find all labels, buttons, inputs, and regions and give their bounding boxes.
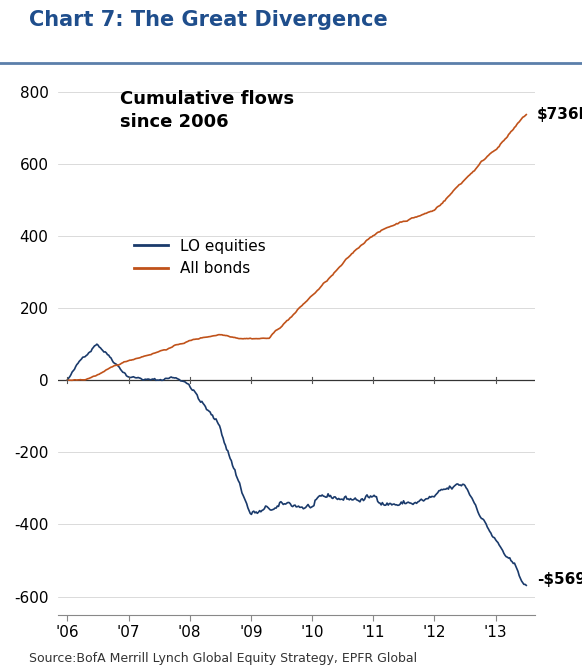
Text: $736bn: $736bn <box>537 107 582 122</box>
Text: -$569bn: -$569bn <box>537 572 582 587</box>
Text: Chart 7: The Great Divergence: Chart 7: The Great Divergence <box>29 10 388 30</box>
Legend: LO equities, All bonds: LO equities, All bonds <box>128 232 272 283</box>
Text: Source:BofA Merrill Lynch Global Equity Strategy, EPFR Global: Source:BofA Merrill Lynch Global Equity … <box>29 652 417 665</box>
Text: Cumulative flows
since 2006: Cumulative flows since 2006 <box>120 90 294 131</box>
